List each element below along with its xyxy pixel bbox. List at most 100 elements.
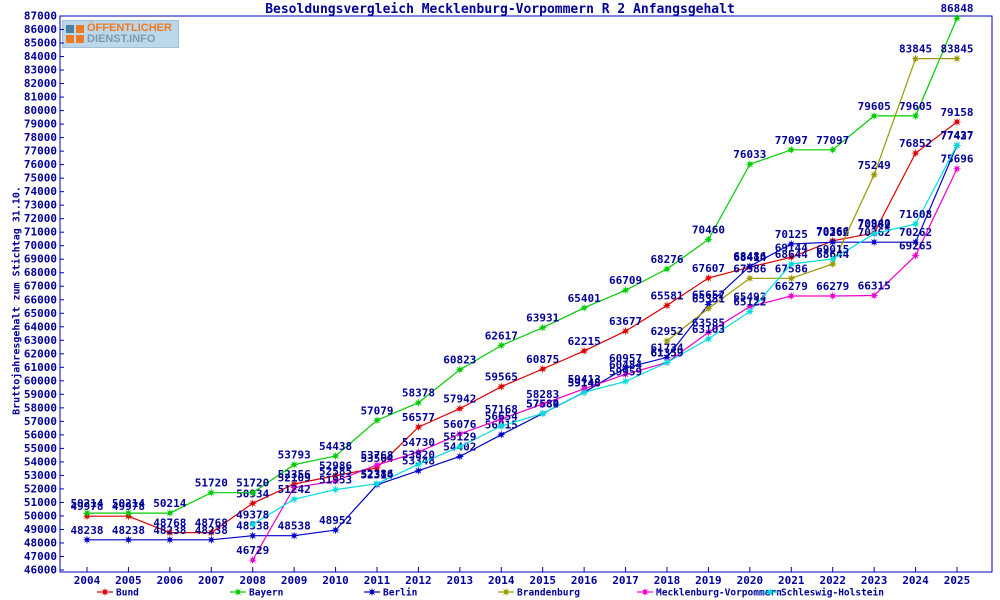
data-point [124, 535, 133, 545]
series-line [87, 145, 958, 541]
data-point-label: 48768 [195, 517, 228, 530]
data-point-label: 75249 [858, 159, 891, 172]
data-point [538, 409, 547, 418]
data-point-label: 51720 [195, 477, 228, 490]
x-tick-label: 2007 [198, 574, 225, 587]
data-point [662, 301, 672, 310]
data-point-label: 66315 [858, 279, 891, 292]
data-point [662, 358, 672, 367]
data-point [414, 422, 423, 432]
data-point-label: 54730 [402, 436, 435, 449]
data-point-label: 71608 [899, 208, 932, 221]
x-tick-label: 2013 [447, 574, 474, 587]
data-point-label: 83845 [899, 43, 932, 56]
y-tick-label: 49000 [24, 523, 57, 536]
data-point [82, 508, 92, 518]
data-point-label: 67586 [775, 262, 808, 275]
y-tick-label: 82000 [24, 77, 57, 90]
data-point [455, 429, 465, 439]
data-point [745, 159, 755, 169]
series-schleswig-holstein: 49378 51242 51953 52386 53820 55129 56654 57589… [236, 129, 974, 529]
data-point [207, 488, 216, 497]
data-point-label: 57079 [360, 404, 393, 417]
y-tick-label: 84000 [24, 50, 57, 63]
data-point-label: 52109 [278, 471, 311, 484]
x-tick-label: 2016 [571, 574, 598, 587]
data-point [704, 328, 713, 337]
data-point [248, 531, 257, 540]
data-point-label: 57589 [526, 397, 559, 410]
data-point [455, 365, 465, 374]
y-tick-label: 78000 [24, 131, 57, 144]
data-point [828, 291, 837, 301]
data-point [621, 370, 630, 379]
data-point-label: 53793 [278, 449, 311, 462]
data-point [828, 145, 837, 155]
data-point [289, 460, 299, 469]
data-point [745, 307, 755, 316]
data-point-label: 65401 [568, 292, 601, 305]
legend-label: Bund [116, 588, 139, 599]
legend-item-bund: Bund [97, 588, 139, 599]
data-point-label: 65493 [733, 291, 766, 304]
y-tick-label: 53000 [24, 469, 57, 482]
data-point-label: 53564 [360, 452, 393, 465]
data-point-label: 53768 [360, 449, 393, 462]
x-tick-label: 2025 [944, 574, 971, 587]
y-tick-label: 70000 [24, 239, 57, 252]
y-tick-label: 55000 [24, 442, 57, 455]
data-point [621, 363, 630, 373]
data-point [248, 555, 257, 565]
data-point-label: 79605 [899, 100, 932, 113]
data-point-label: 65652 [692, 288, 725, 301]
data-point-label: 70460 [692, 223, 725, 236]
data-point-label: 66279 [775, 280, 808, 293]
data-point-label: 49378 [236, 508, 269, 521]
x-tick-label: 2005 [115, 574, 142, 587]
y-tick-label: 51000 [24, 496, 57, 509]
data-point-label: 63931 [526, 312, 559, 325]
data-point-label: 52585 [319, 465, 352, 478]
data-point-label: 70262 [816, 226, 849, 239]
data-point-label: 69265 [899, 240, 932, 253]
y-tick-label: 83000 [24, 64, 57, 77]
data-point [869, 291, 879, 300]
data-point-label: 56577 [402, 411, 435, 424]
x-tick-label: 2017 [612, 574, 639, 587]
x-axis: 2004 2005 2006 2007 2008 2009 2010 2011 2012 2013… [74, 567, 971, 587]
legend: Bund Bayern Berlin Brandenburg Mecklenburg-V… [97, 588, 884, 599]
y-tick-label: 46000 [24, 564, 57, 577]
data-point-label: 77437 [940, 129, 973, 142]
x-tick-label: 2011 [364, 574, 391, 587]
y-tick-label: 77000 [24, 145, 57, 158]
data-point-label: 50214 [153, 497, 186, 510]
data-point [248, 520, 257, 529]
data-point-label: 70882 [858, 218, 891, 231]
x-tick-label: 2009 [281, 574, 308, 587]
data-point-label: 59148 [568, 376, 601, 389]
data-point [455, 442, 465, 451]
data-point-label: 61359 [650, 346, 683, 359]
y-tick-label: 60000 [24, 374, 57, 387]
data-point-label: 59565 [485, 371, 518, 384]
data-point-label: 63103 [692, 323, 725, 336]
data-point-label: 66279 [816, 280, 849, 293]
y-tick-label: 48000 [24, 536, 57, 549]
data-point [414, 460, 423, 469]
data-point-label: 79158 [940, 106, 973, 119]
oeffentlicher-dienst-logo[interactable]: ÖFFENTLICHER DIENST.INFO [62, 20, 179, 48]
data-point-label: 67607 [692, 262, 725, 275]
data-point [662, 353, 672, 362]
legend-marker [765, 587, 775, 597]
y-tick-label: 64000 [24, 320, 57, 333]
data-point [497, 421, 506, 431]
data-point [952, 140, 962, 150]
data-point-label: 68414 [733, 251, 766, 264]
y-tick-label: 74000 [24, 185, 57, 198]
data-point-label: 48238 [70, 524, 103, 537]
data-point-label: 86848 [940, 2, 973, 15]
legend-item-bayern: Bayern [230, 588, 283, 599]
page-title: Besoldungsvergleich Mecklenburg-Vorpomme… [265, 2, 735, 17]
y-tick-label: 81000 [24, 91, 57, 104]
data-point-label: 49978 [70, 500, 103, 513]
